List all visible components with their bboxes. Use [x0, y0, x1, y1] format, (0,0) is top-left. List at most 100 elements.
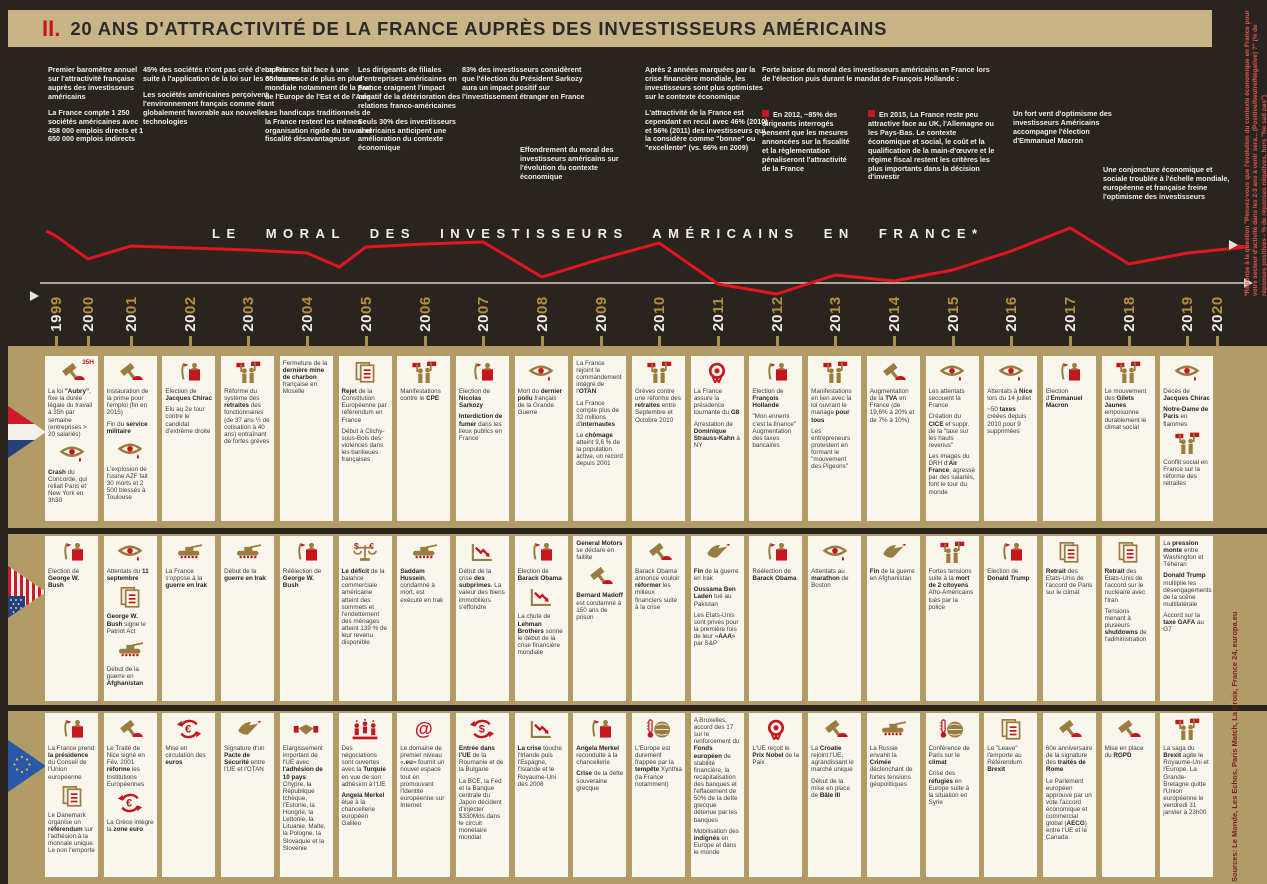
timeline-card-europe-12: L'UE reçoit le Prix Nobel de la Paix	[749, 713, 803, 877]
eurocycle-icon: €	[118, 793, 143, 812]
timeline-card-europe-15: Conférence de Paris sur le climat Crise d…	[925, 713, 979, 877]
tank-icon	[119, 642, 144, 657]
note-block: Une conjoncture économique et sociale tr…	[1103, 165, 1230, 201]
timeline-card-usa-00: Election de George W. Bush	[45, 536, 98, 701]
eye-icon	[117, 443, 143, 459]
timeline-card-usa-02: La France s'oppose à la guerre en Irak	[162, 536, 216, 701]
year-tick	[482, 336, 485, 347]
chartdown-icon	[530, 721, 551, 738]
protest-icon	[1175, 718, 1200, 740]
year-label: 2020	[1209, 296, 1226, 332]
year-tick	[1128, 336, 1131, 347]
document-icon	[355, 361, 375, 383]
scale-icon: $ €	[353, 541, 377, 561]
chartdown-icon	[530, 589, 551, 607]
gavel-icon	[120, 362, 143, 380]
timeline-card-usa-03: Début de la guerre en Irak	[221, 536, 275, 701]
timeline-card-france-12: Election de François Hollande "Mon ennemi…	[749, 356, 803, 521]
timeline-card-europe-06: @ Le domaine de premier niveau «.eu» four…	[397, 713, 451, 877]
row-separator	[8, 528, 1267, 534]
podium-icon	[1002, 542, 1022, 561]
year-label: 2019	[1179, 296, 1196, 332]
timeline-card-france-19: Décès de Jacques Chirac Notre-Dame de Par…	[1160, 356, 1214, 521]
svg-text:€: €	[369, 541, 374, 551]
year-tick	[424, 336, 427, 347]
note-block: 45% des sociétés n'ont pas créé d'emploi…	[143, 65, 299, 126]
dove-icon	[707, 543, 731, 558]
year-label: 2014	[886, 296, 903, 332]
timeline-card-europe-01: Le Traité de Nice signé en Fév. 2001 réf…	[103, 713, 157, 877]
document-icon	[120, 587, 140, 608]
protest-icon	[1175, 432, 1200, 454]
timeline-card-france-06: Manifestations contre le CPE	[397, 356, 451, 521]
year-tick	[189, 336, 192, 347]
year-tick	[541, 336, 544, 347]
dove-icon	[883, 543, 907, 558]
note-block: 83% des investisseurs considèrent que l'…	[462, 65, 585, 101]
timeline-card-europe-11: A Bruxelles, accord des 17 sur le renfor…	[690, 713, 744, 877]
timeline-card-france-08: Mort du dernier poilu français de la Gra…	[514, 356, 568, 521]
timeline-card-europe-03: Signature d'un Pacte de Sécurité entre l…	[221, 713, 275, 877]
timeline-card-usa-16: Election de Donald Trump	[984, 536, 1038, 701]
protest-icon	[235, 361, 260, 383]
eye-icon	[1174, 365, 1200, 381]
year-label: 2007	[475, 296, 492, 332]
podium-icon	[768, 362, 787, 381]
svg-text:@: @	[415, 718, 433, 739]
year-label: 2001	[123, 296, 140, 332]
protest-icon	[646, 361, 671, 383]
timeline-card-usa-08: Election de Barack Obama La chute de Lehm…	[514, 536, 568, 701]
year-tick	[952, 336, 955, 347]
timeline-card-europe-07: $ Entrée dans l'UE de la Roumanie et de l…	[455, 713, 509, 877]
timeline-card-usa-01: Attentats du 11 septembre George W. Bush …	[103, 536, 157, 701]
chart-footnote: *Réponse à la question "Pensez-vous que …	[1244, 10, 1267, 296]
medal-icon	[709, 362, 726, 385]
eye-icon	[117, 545, 143, 561]
thermo-icon	[939, 719, 963, 738]
protest-icon	[940, 541, 965, 563]
year-tick	[658, 336, 661, 347]
protest-icon	[1116, 361, 1141, 383]
timeline-card-france-04: Fermeture de la dernière mine de charbon…	[279, 356, 333, 521]
year-tick	[1069, 336, 1072, 347]
year-tick	[776, 336, 779, 347]
note-block: Les dirigeants de filiales d'entreprises…	[358, 65, 461, 153]
timeline-card-europe-13: La Croatie rejoint l'UE, agrandissant le…	[808, 713, 862, 877]
section-numeral: II.	[42, 15, 61, 41]
gavel-icon	[61, 362, 85, 380]
note-block: Forte baisse du moral des investisseurs …	[762, 65, 990, 83]
chart-title: LE MORAL DES INVESTISSEURS AMÉRICAINS EN…	[212, 226, 984, 241]
gavel-icon	[648, 542, 672, 560]
document-icon	[1118, 541, 1138, 563]
note-block: Premier baromètre annuel sur l'attractiv…	[48, 65, 144, 144]
gavel-icon	[589, 567, 613, 585]
podium-icon	[592, 719, 611, 738]
timeline-card-usa-07: Début de la crise des subprimes. La vale…	[455, 536, 509, 701]
timeline-card-france-15: Les attentats secouent la France Création…	[925, 356, 979, 521]
dove-icon	[237, 720, 261, 735]
dollarcycle-icon: $	[470, 719, 495, 739]
gavel-icon	[1059, 719, 1083, 737]
eye-icon	[939, 365, 965, 381]
podium-icon	[474, 362, 494, 381]
timeline-card-france-07: Election de Nicolas Sarkozy Interdiction …	[455, 356, 509, 521]
year-tick	[717, 336, 720, 347]
year-label: 2010	[651, 296, 668, 332]
year-tick	[130, 336, 133, 347]
year-tick	[247, 336, 250, 347]
timeline-card-usa-09: General Motors se déclare en faillite Ber…	[573, 536, 627, 701]
podium-icon	[63, 542, 83, 561]
timeline-card-europe-17: 60e anniversaire de la signature des tra…	[1042, 713, 1096, 877]
tank-icon	[236, 544, 261, 559]
year-tick	[87, 336, 90, 347]
timeline-card-europe-05: Des négociations sont ouvertes avec la T…	[338, 713, 392, 877]
timeline-card-europe-18: Mise en place du RGPD	[1101, 713, 1155, 877]
year-tick	[1216, 336, 1219, 347]
timeline-card-europe-16: Le "Leave" l'emporte au Référendum Brexi…	[984, 713, 1038, 877]
year-label: 2004	[299, 296, 316, 332]
gavel-icon	[883, 362, 907, 380]
year-label: 1999	[48, 296, 65, 332]
timeline-card-europe-19: La saga du Brexit agite le Royaume-Uni e…	[1160, 713, 1214, 877]
timeline-card-usa-15: Fortes tensions suite à la mort de 2 cit…	[925, 536, 979, 701]
timeline-card-europe-10: L'Europe est durement frappée par la tem…	[632, 713, 685, 877]
